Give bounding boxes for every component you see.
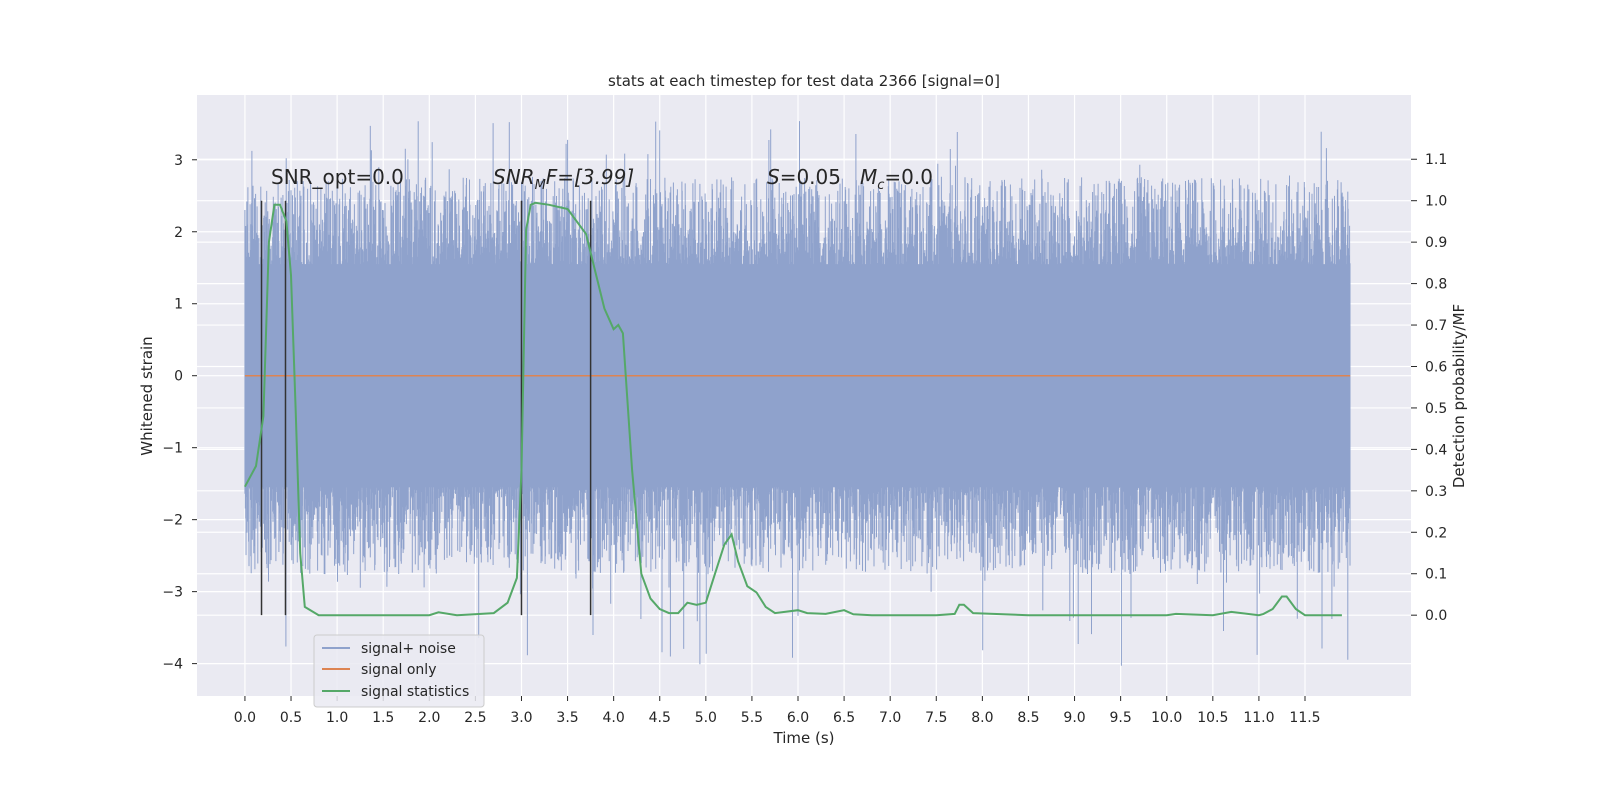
y2-tick-label-8: 0.3 [1425, 484, 1447, 500]
y2-tick-label-2: 0.9 [1425, 235, 1447, 251]
y2-tick-label-4: 0.7 [1425, 318, 1447, 334]
annotation-snr-opt: SNR_opt=0.0 [271, 165, 404, 189]
x-tick-label-3: 1.5 [372, 710, 394, 726]
x-tick-label-21: 10.5 [1197, 710, 1228, 726]
x-tick-label-20: 10.0 [1151, 710, 1182, 726]
x-tick-label-4: 2.0 [418, 710, 440, 726]
legend-label-noise: signal+ noise [361, 641, 456, 657]
x-tick-label-9: 4.5 [649, 710, 671, 726]
legend-box [313, 634, 485, 708]
signal-statistics-line [244, 201, 1342, 617]
annotation-mc-main: M [860, 165, 877, 189]
y-axis-ticks: 3 2 1 0 −1 −2 −3 −4 [162, 153, 197, 673]
y-tick-label-5: −2 [162, 513, 183, 529]
x-tick-label-8: 4.0 [603, 710, 625, 726]
x-axis-label: Time (s) [773, 729, 835, 747]
x-tick-label-22: 11.0 [1243, 710, 1274, 726]
x-tick-label-10: 5.0 [695, 710, 717, 726]
x-tick-label-0: 0.0 [234, 710, 256, 726]
noise-band-spikes [244, 121, 1351, 666]
x-tick-label-18: 9.0 [1063, 710, 1085, 726]
chart-title: stats at each timestep for test data 236… [608, 72, 1000, 90]
y-tick-label-3: 0 [174, 369, 183, 385]
annotation-mc-sub: c [877, 178, 884, 193]
y-tick-label-7: −4 [162, 657, 183, 673]
y-tick-label-0: 3 [174, 153, 183, 169]
x-tick-label-17: 8.5 [1017, 710, 1039, 726]
x-tick-label-12: 6.0 [787, 710, 809, 726]
annotation-s-rest: =0.05 [780, 165, 841, 189]
y2-axis-label: Detection probability/MF [1450, 304, 1468, 488]
x-tick-label-15: 7.5 [925, 710, 947, 726]
y-tick-label-4: −1 [162, 441, 183, 457]
annotation-snr-mf-sub: M [535, 178, 546, 193]
annotation-mc: Mc=0.0 [860, 165, 933, 193]
legend-label-statistics: signal statistics [361, 684, 469, 700]
y2-tick-label-11: 0.0 [1425, 608, 1447, 624]
x-tick-label-11: 5.5 [741, 710, 763, 726]
annotation-snr-mf-main: SNR [493, 165, 535, 189]
x-tick-label-1: 0.5 [280, 710, 302, 726]
y2-tick-label-7: 0.4 [1425, 442, 1447, 458]
x-tick-label-2: 1.0 [326, 710, 348, 726]
annotation-s: S=0.05 [767, 165, 841, 189]
x-tick-label-19: 9.5 [1110, 710, 1132, 726]
x-tick-label-5: 2.5 [464, 710, 486, 726]
y-tick-label-2: 1 [174, 297, 183, 313]
annotation-snr-mf-rest: F=[3.99] [546, 165, 634, 189]
legend: signal+ noise signal only signal statist… [313, 634, 485, 708]
x-tick-label-6: 3.0 [510, 710, 532, 726]
y-axis-label: Whitened strain [138, 336, 156, 455]
x-tick-label-23: 11.5 [1289, 710, 1320, 726]
annotation-s-main: S [767, 165, 780, 189]
x-tick-label-13: 6.5 [833, 710, 855, 726]
y2-tick-label-3: 0.8 [1425, 277, 1447, 293]
y2-tick-label-10: 0.1 [1425, 567, 1447, 583]
detection-markers [260, 200, 592, 616]
y2-tick-label-0: 1.1 [1425, 152, 1447, 168]
x-tick-label-16: 8.0 [971, 710, 993, 726]
y2-axis-ticks: 1.1 1.0 0.9 0.8 0.7 0.6 0.5 0.4 0.3 0.2 0.1 0.0 [1411, 152, 1447, 624]
signal-statistics-series [244, 201, 1342, 617]
y-tick-label-6: −3 [162, 585, 183, 601]
annotation-mc-rest: =0.0 [884, 165, 933, 189]
y2-tick-label-6: 0.5 [1425, 401, 1447, 417]
x-axis-ticks: 0.0 0.5 1.0 1.5 2.0 2.5 3.0 3.5 4.0 4.5 5.0 5.5 6.0 6… [234, 696, 1321, 726]
x-tick-label-7: 3.5 [556, 710, 578, 726]
y-tick-label-1: 2 [174, 225, 183, 241]
legend-label-signal-only: signal only [361, 662, 436, 678]
y2-tick-label-5: 0.6 [1425, 359, 1447, 375]
x-tick-label-14: 7.0 [879, 710, 901, 726]
y2-tick-label-1: 1.0 [1425, 194, 1447, 210]
y2-tick-label-9: 0.2 [1425, 525, 1447, 541]
annotation-snr-mf: SNRMF=[3.99] [493, 165, 634, 193]
